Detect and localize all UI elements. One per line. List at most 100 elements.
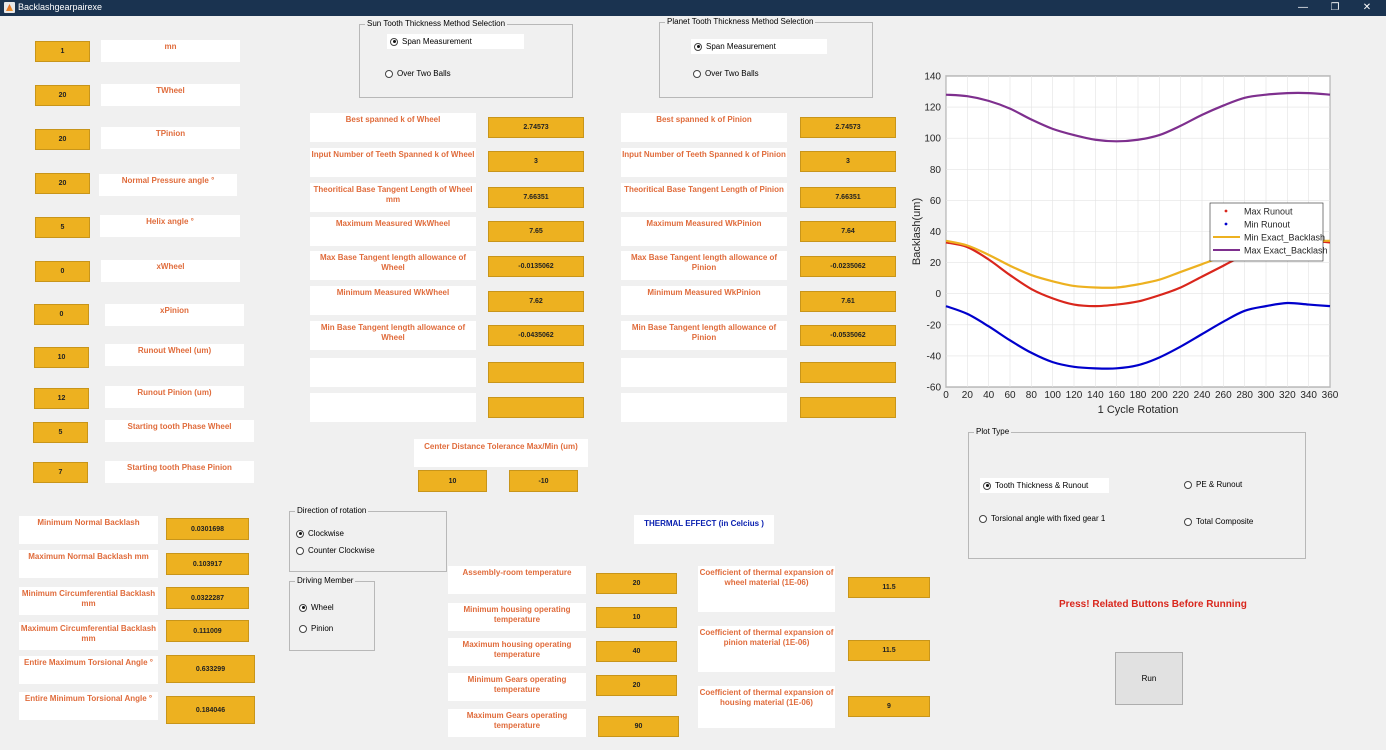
- thermal-coeff-field[interactable]: 11.5: [848, 577, 930, 598]
- param-label: Runout Pinion (um): [105, 386, 244, 408]
- planet-row-value-field[interactable]: 3: [800, 151, 896, 172]
- title-bar: Backlashgearpairexe — ❐ ✕: [0, 0, 1386, 16]
- radio-label: Pinion: [311, 624, 334, 633]
- counter-clockwise-radio[interactable]: Counter Clockwise: [296, 546, 375, 555]
- thermal-temp-field[interactable]: 10: [596, 607, 677, 628]
- legend-entry: Min Exact_Backlash: [1244, 233, 1325, 243]
- param-value-field[interactable]: 20: [35, 129, 90, 150]
- sun-row-value-field[interactable]: 3: [488, 151, 584, 172]
- plot-torsional-radio[interactable]: Torsional angle with fixed gear 1: [979, 514, 1105, 523]
- thermal-coeff-field[interactable]: 9: [848, 696, 930, 717]
- plot-tooth-thickness-radio[interactable]: Tooth Thickness & Runout: [980, 478, 1109, 493]
- planet-row-value-field[interactable]: -0.0535062: [800, 325, 896, 346]
- thermal-coeff-field[interactable]: 11.5: [848, 640, 930, 661]
- planet-row-value-field[interactable]: 7.66351: [800, 187, 896, 208]
- planet-row-value-field[interactable]: 7.64: [800, 221, 896, 242]
- planet-row-label: Input Number of Teeth Spanned k of Pinio…: [621, 148, 787, 177]
- app-icon: [4, 2, 15, 13]
- wheel-radio[interactable]: Wheel: [299, 603, 334, 612]
- param-label: Runout Wheel (um): [105, 344, 244, 366]
- thermal-temp-field[interactable]: 90: [598, 716, 679, 737]
- legend-box: [1209, 202, 1324, 262]
- radio-label: Over Two Balls: [397, 69, 451, 78]
- planet-span-radio[interactable]: Span Measurement: [691, 39, 827, 54]
- result-label: Entire Maximum Torsional Angle °: [19, 656, 158, 684]
- param-value-field[interactable]: 5: [35, 217, 90, 238]
- radio-label: Total Composite: [1196, 517, 1254, 526]
- sun-row-label: Maximum Measured WkWheel: [310, 217, 476, 246]
- y-axis-label: Backlash(um): [911, 198, 923, 265]
- planet-row-value-field[interactable]: -0.0235062: [800, 256, 896, 277]
- sun-row-value-field[interactable]: [488, 362, 584, 383]
- radio-selected-icon: [983, 481, 991, 490]
- param-label: Normal Pressure angle °: [99, 174, 237, 196]
- thermal-coeff-label: Coefficient of thermal expansion of pini…: [698, 626, 835, 672]
- center-min-field[interactable]: -10: [509, 470, 578, 492]
- planet-row-label: [621, 358, 787, 387]
- y-tick-label: 140: [924, 72, 941, 83]
- sun-method-group: Sun Tooth Thickness Method Selection: [359, 19, 573, 98]
- backlash-chart[interactable]: 0 20 40 60 80 100 120 140 160 180 200 220 240 260 280 3…: [900, 68, 1340, 423]
- sun-row-label: Input Number of Teeth Spanned k of Wheel: [310, 148, 476, 177]
- sun-row-value-field[interactable]: [488, 397, 584, 418]
- param-label: TWheel: [101, 84, 240, 106]
- driving-member-title: Driving Member: [295, 576, 356, 585]
- sun-span-radio[interactable]: Span Measurement: [387, 34, 524, 49]
- planet-row-value-field[interactable]: 7.61: [800, 291, 896, 312]
- param-value-field[interactable]: 1: [35, 41, 90, 62]
- radio-selected-icon: [694, 42, 702, 51]
- param-value-field[interactable]: 10: [34, 347, 89, 368]
- param-value-field[interactable]: 20: [35, 85, 90, 106]
- pinion-radio[interactable]: Pinion: [299, 624, 333, 633]
- radio-selected-icon: [299, 603, 307, 612]
- thermal-temp-field[interactable]: 40: [596, 641, 677, 662]
- sun-row-value-field[interactable]: 2.74573: [488, 117, 584, 138]
- thermal-temp-label: Maximum housing operating temperature: [448, 638, 586, 666]
- x-tick-label: 0: [943, 390, 949, 401]
- minimize-button[interactable]: —: [1298, 2, 1308, 13]
- planet-row-value-field[interactable]: [800, 362, 896, 383]
- thermal-temp-field[interactable]: 20: [596, 573, 677, 594]
- restore-button[interactable]: ❐: [1330, 2, 1340, 13]
- sun-balls-radio[interactable]: Over Two Balls: [385, 69, 451, 78]
- radio-icon: [1184, 480, 1192, 489]
- y-tick-label: 40: [930, 227, 942, 238]
- sun-row-value-field[interactable]: -0.0135062: [488, 256, 584, 277]
- radio-label: Over Two Balls: [705, 69, 759, 78]
- param-value-field[interactable]: 0: [34, 304, 89, 325]
- result-value-field: 0.184046: [166, 696, 255, 724]
- param-value-field[interactable]: 12: [34, 388, 89, 409]
- param-value-field[interactable]: 7: [33, 462, 88, 483]
- radio-icon: [979, 514, 987, 523]
- sun-row-value-field[interactable]: -0.0435062: [488, 325, 584, 346]
- param-value-field[interactable]: 5: [33, 422, 88, 443]
- x-tick-label: 20: [962, 390, 974, 401]
- series-line-3: [945, 91, 1331, 143]
- thermal-coeff-label: Coefficient of thermal expansion of whee…: [698, 566, 835, 612]
- plot-total-composite-radio[interactable]: Total Composite: [1184, 517, 1253, 526]
- clockwise-radio[interactable]: Clockwise: [296, 529, 344, 538]
- result-value-field: 0.0322287: [166, 587, 249, 609]
- legend-entry: Max Runout: [1244, 207, 1293, 217]
- center-max-field[interactable]: 10: [418, 470, 487, 492]
- x-tick-label: 40: [983, 390, 995, 401]
- sun-row-value-field[interactable]: 7.66351: [488, 187, 584, 208]
- plot-pe-runout-radio[interactable]: PE & Runout: [1184, 480, 1242, 489]
- radio-label: Clockwise: [308, 529, 345, 538]
- sun-row-label: [310, 358, 476, 387]
- sun-row-value-field[interactable]: 7.62: [488, 291, 584, 312]
- thermal-temp-field[interactable]: 20: [596, 675, 677, 696]
- sun-row-label: Max Base Tangent length allowance of Whe…: [310, 251, 476, 280]
- sun-row-value-field[interactable]: 7.65: [488, 221, 584, 242]
- param-value-field[interactable]: 0: [35, 261, 90, 282]
- planet-row-value-field[interactable]: 2.74573: [800, 117, 896, 138]
- planet-row-value-field[interactable]: [800, 397, 896, 418]
- planet-balls-radio[interactable]: Over Two Balls: [693, 69, 759, 78]
- result-value-field: 0.103917: [166, 553, 249, 575]
- result-label: Entire Minimum Torsional Angle °: [19, 692, 158, 720]
- thermal-temp-label: Assembly-room temperature: [448, 566, 586, 594]
- y-tick-label: 100: [924, 134, 941, 145]
- run-button[interactable]: Run: [1115, 652, 1183, 705]
- param-value-field[interactable]: 20: [35, 173, 90, 194]
- close-button[interactable]: ✕: [1362, 2, 1372, 13]
